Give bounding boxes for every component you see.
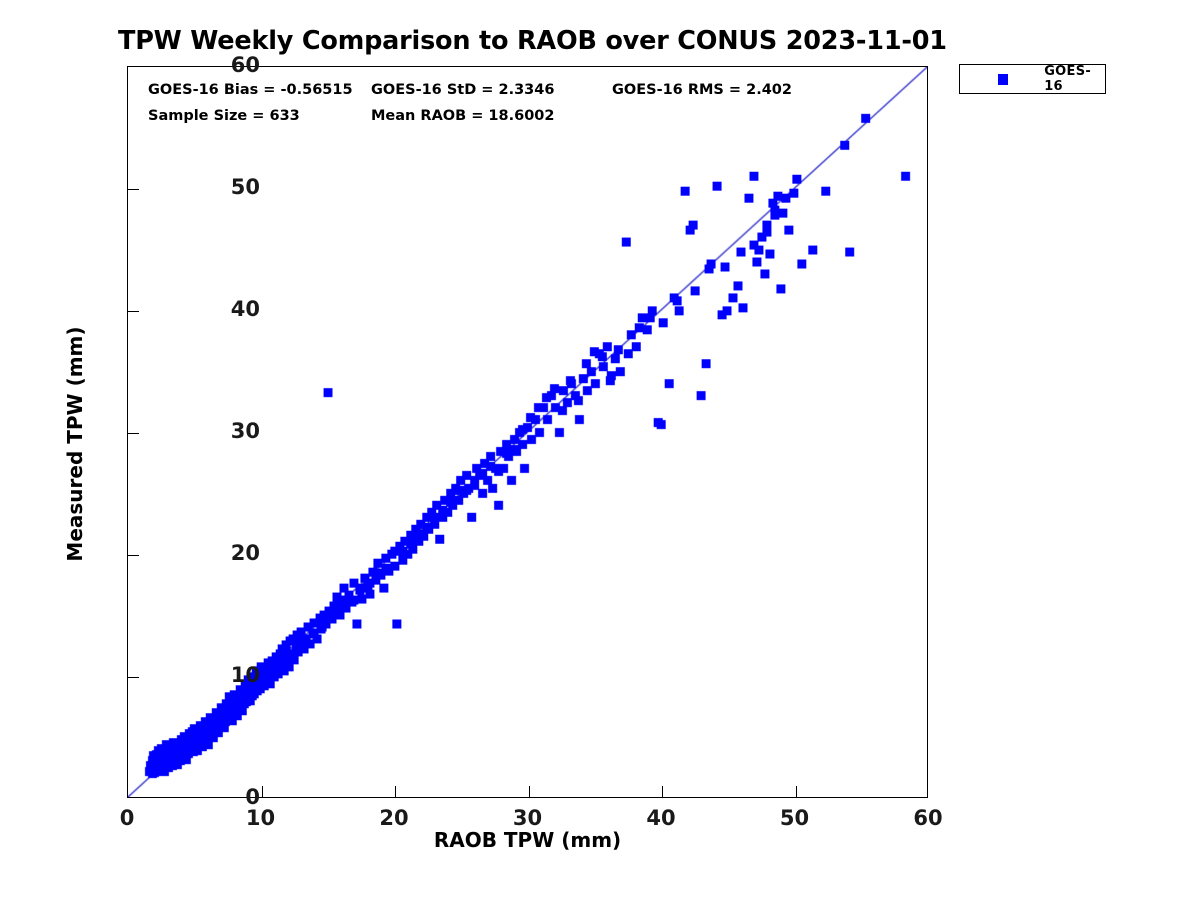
x-tick-label: 10 [245,806,276,830]
y-tick-label: 40 [230,297,260,321]
page-title: TPW Weekly Comparison to RAOB over CONUS… [118,26,947,56]
y-tick-mark [128,677,139,678]
y-tick-mark [128,311,139,312]
legend[interactable]: GOES-16 [959,64,1106,94]
x-tick-mark [395,786,396,797]
x-tick-label: 20 [379,806,409,830]
plot-area [127,66,928,798]
x-tick-mark [528,786,530,797]
y-tick-label: 30 [230,419,260,443]
y-tick-label: 50 [230,175,260,199]
x-tick-label: 0 [119,806,135,830]
x-tick-mark [795,786,797,797]
y-tick-mark [128,433,139,434]
y-tick-label: 60 [230,53,260,77]
y-tick-label: 20 [230,541,260,565]
x-tick-label: 50 [779,806,810,830]
y-tick-mark [128,189,139,190]
scatter-plot-canvas [128,67,927,797]
x-tick-label: 40 [646,806,676,830]
x-tick-mark [261,786,263,797]
y-tick-label: 10 [230,663,260,687]
y-tick-label: 0 [245,785,260,809]
y-axis-title: Measured TPW (mm) [63,326,87,562]
x-tick-mark [662,786,663,797]
x-axis-title: RAOB TPW (mm) [433,828,622,852]
y-tick-mark [128,555,139,556]
x-tick-label: 60 [913,806,943,830]
legend-label: GOES-16 [1044,64,1092,94]
legend-marker-icon [998,73,1009,85]
x-tick-label: 30 [512,806,543,830]
